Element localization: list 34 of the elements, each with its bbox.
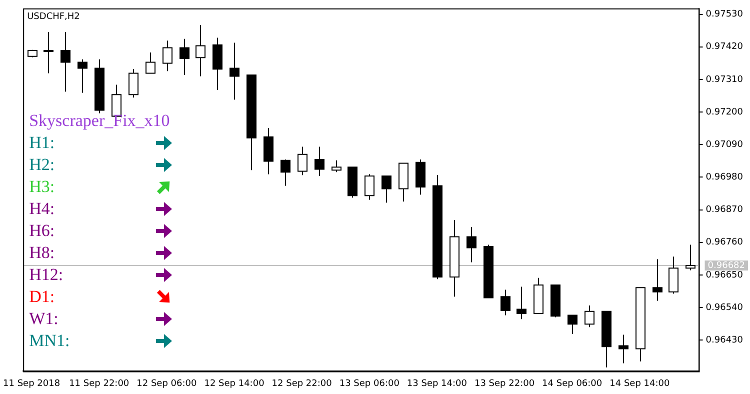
x-tick-label: 14 Sep 06:00 (542, 378, 602, 389)
annotation: H4: (29, 199, 55, 218)
annotation: MN1: (29, 331, 70, 350)
annotation: H8: (29, 243, 55, 262)
x-tick-label: 12 Sep 06:00 (136, 378, 197, 389)
annotation: W1: (29, 309, 58, 328)
x-tick-label: 11 Sep 22:00 (69, 378, 130, 389)
annotation: Skyscraper_Fix_x10 (29, 111, 170, 130)
annotation: D1: (29, 287, 55, 306)
x-tick-label: 12 Sep 14:00 (204, 378, 265, 389)
x-tick-label: 13 Sep 14:00 (406, 378, 468, 389)
annotation: H1: (29, 133, 55, 152)
y-tick-label: 0.96430 (706, 335, 744, 346)
x-tick-label: 13 Sep 22:00 (474, 378, 535, 389)
ref-line-label: 0.96682 (708, 260, 745, 271)
y-tick-label: 0.96980 (706, 172, 744, 183)
chart-title: USDCHF,H2 (27, 12, 80, 22)
x-tick-label: 13 Sep 06:00 (339, 378, 400, 389)
x-tick-label: 11 Sep 2018 (3, 378, 60, 389)
y-tick-label: 0.97200 (706, 107, 744, 118)
y-tick-label: 0.97420 (706, 42, 744, 52)
y-tick-label: 0.96760 (706, 238, 744, 248)
y-tick-label: 0.96650 (706, 270, 744, 280)
y-tick-label: 0.96870 (706, 205, 744, 216)
y-tick-label: 0.97530 (706, 10, 744, 20)
annotation: H3: (29, 177, 55, 196)
annotation: H12: (29, 265, 64, 284)
annotation: H2: (29, 155, 55, 174)
x-tick-label: 14 Sep 14:00 (610, 378, 670, 389)
y-tick-label: 0.97090 (706, 140, 744, 150)
annotation: H6: (29, 221, 55, 240)
x-tick-label: 12 Sep 22:00 (272, 378, 332, 389)
y-tick-label: 0.96540 (706, 302, 744, 313)
y-tick-label: 0.97310 (706, 74, 744, 85)
